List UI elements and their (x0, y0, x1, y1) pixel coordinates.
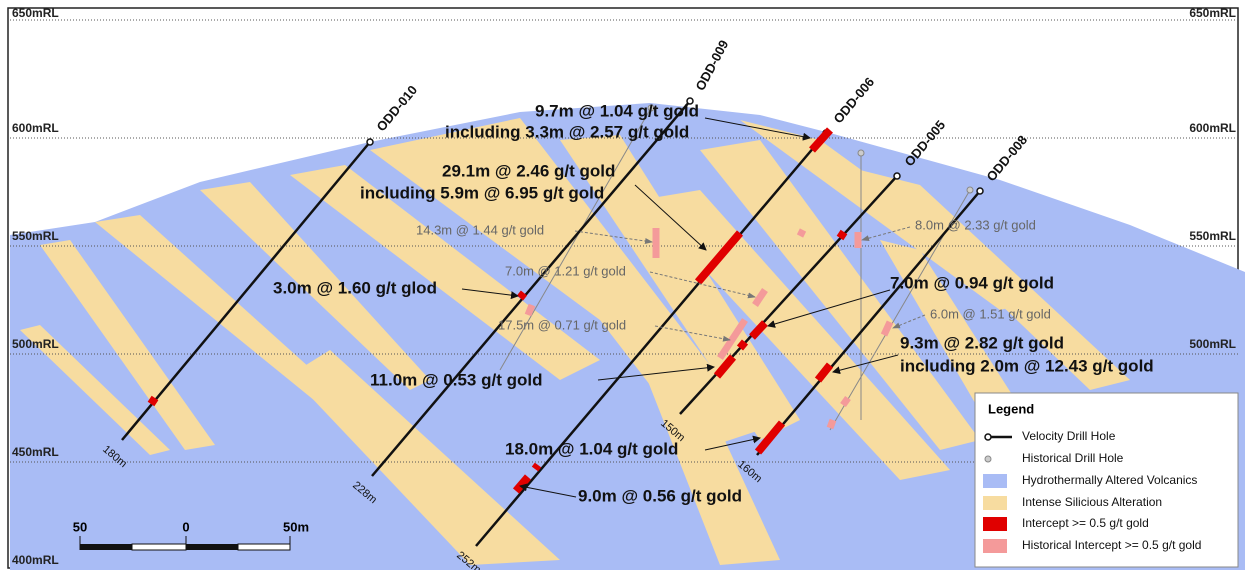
level-label: 400mRL (12, 553, 59, 567)
level-label: 550mRL (1189, 229, 1236, 243)
historical-label: 7.0m @ 1.21 g/t gold (505, 263, 626, 278)
level-label: 600mRL (12, 121, 59, 135)
legend: Legend Velocity Drill Hole Historical Dr… (974, 392, 1239, 568)
intercepts (147, 127, 848, 494)
legend-title: Legend (988, 401, 1034, 416)
level-label: 500mRL (1189, 337, 1236, 351)
intercept-labels: 9.7m @ 1.04 g/t gold including 3.3m @ 2.… (273, 101, 1154, 505)
intercept-label: 9.3m @ 2.82 g/t gold (900, 333, 1064, 352)
scale-label: 50m (283, 519, 309, 534)
geology (10, 103, 1245, 570)
scale-label: 0 (182, 519, 189, 534)
historical-label: 17.5m @ 0.71 g/t gold (498, 317, 626, 332)
level-lines (10, 19, 1238, 463)
level-label: 500mRL (12, 337, 59, 351)
legend-item: Intercept >= 0.5 g/t gold (1022, 516, 1149, 530)
intercept-label: 18.0m @ 1.04 g/t gold (505, 439, 678, 458)
intercept-label: 3.0m @ 1.60 g/t glod (273, 278, 437, 297)
intercept-label: 29.1m @ 2.46 g/t gold (442, 161, 615, 180)
intercept-label: including 2.0m @ 12.43 g/t gold (900, 356, 1154, 375)
leaders (461, 117, 899, 498)
silicious-bands (20, 118, 1130, 565)
intercept-label: including 5.9m @ 6.95 g/t gold (360, 183, 604, 202)
level-label: 450mRL (12, 445, 59, 459)
legend-item: Velocity Drill Hole (1022, 429, 1116, 443)
legend-item: Historical Intercept >= 0.5 g/t gold (1022, 538, 1201, 552)
legend-box (974, 392, 1239, 568)
legend-item: Intense Silicious Alteration (1022, 495, 1162, 509)
scale-label: 50 (73, 519, 87, 534)
drill-holes (121, 100, 981, 547)
historical-labels: 14.3m @ 1.44 g/t gold 7.0m @ 1.21 g/t go… (416, 217, 1051, 332)
historical-label: 8.0m @ 2.33 g/t gold (915, 217, 1036, 232)
legend-item: Historical Drill Hole (1022, 451, 1124, 465)
intercept-label: 9.7m @ 1.04 g/t gold (535, 101, 699, 120)
historical-intercepts (524, 228, 894, 430)
legend-item: Hydrothermally Altered Volcanics (1022, 473, 1197, 487)
scale-bar: 50 0 50m (73, 519, 309, 551)
intercept-label: 9.0m @ 0.56 g/t gold (578, 486, 742, 505)
historical-label: 6.0m @ 1.51 g/t gold (930, 306, 1051, 321)
level-label: 600mRL (1189, 121, 1236, 135)
intercept-label: 7.0m @ 0.94 g/t gold (890, 273, 1054, 292)
level-labels: 650mRL 600mRL 550mRL 500mRL 450mRL 400mR… (12, 6, 1236, 567)
level-label: 550mRL (12, 229, 59, 243)
historical-leaders (574, 226, 926, 342)
level-label: 650mRL (1189, 6, 1236, 20)
intercept-label: including 3.3m @ 2.57 g/t gold (445, 122, 689, 141)
level-label: 650mRL (12, 6, 59, 20)
historical-label: 14.3m @ 1.44 g/t gold (416, 222, 544, 237)
intercept-label: 11.0m @ 0.53 g/t gold (370, 370, 542, 389)
